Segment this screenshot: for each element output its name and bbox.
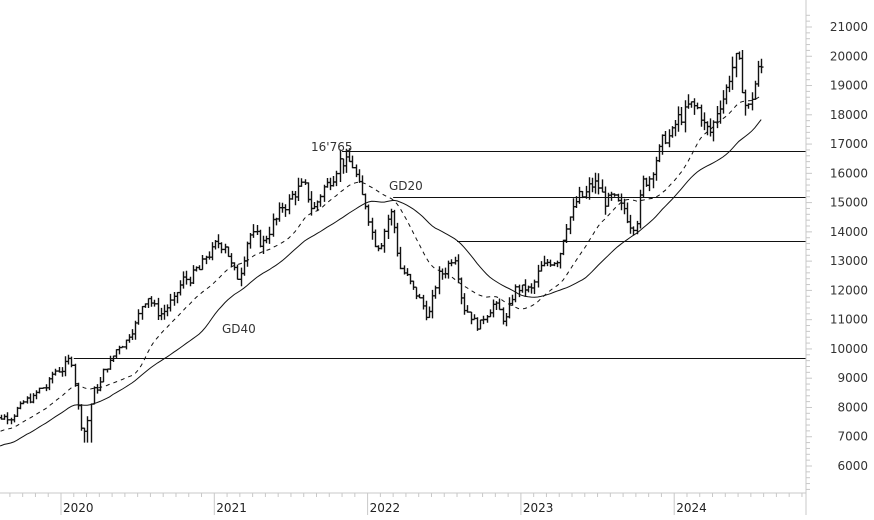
y-tick-label: 15000 — [830, 196, 868, 210]
price-ohlc-bars — [0, 50, 764, 443]
y-axis: 6000 7000 8000 9000 10000 11000 12000 13000 1400… — [805, 0, 868, 515]
x-tick-label: 2022 — [370, 501, 401, 515]
horizontal-support-resistance-lines — [73, 151, 806, 359]
x-axis: 2020 2021 2022 2023 2024 — [0, 492, 806, 515]
gd20-label: GD20 — [389, 179, 423, 193]
y-tick-label: 14000 — [830, 225, 868, 239]
x-tick-label: 2020 — [63, 501, 94, 515]
y-tick-label: 18000 — [830, 108, 868, 122]
y-tick-label: 7000 — [837, 430, 868, 444]
y-tick-label: 8000 — [837, 400, 868, 414]
y-tick-label: 13000 — [830, 254, 868, 268]
y-tick-label: 6000 — [837, 459, 868, 473]
x-tick-label: 2023 — [523, 501, 554, 515]
y-tick-label: 19000 — [830, 79, 868, 93]
resistance-level-label: 16'765 — [311, 140, 352, 154]
y-tick-label: 21000 — [830, 20, 868, 34]
y-tick-label: 11000 — [830, 313, 868, 327]
y-tick-label: 9000 — [837, 371, 868, 385]
y-tick-label: 20000 — [830, 49, 868, 63]
gd40-moving-average-line — [0, 119, 762, 447]
y-tick-label: 16000 — [830, 166, 868, 180]
gd40-label: GD40 — [222, 322, 256, 336]
y-tick-label: 17000 — [830, 137, 868, 151]
gd20-moving-average-line — [0, 95, 762, 432]
y-tick-label: 12000 — [830, 283, 868, 297]
x-tick-label: 2024 — [676, 501, 707, 515]
y-tick-label: 10000 — [830, 342, 868, 356]
x-tick-label: 2021 — [216, 501, 247, 515]
